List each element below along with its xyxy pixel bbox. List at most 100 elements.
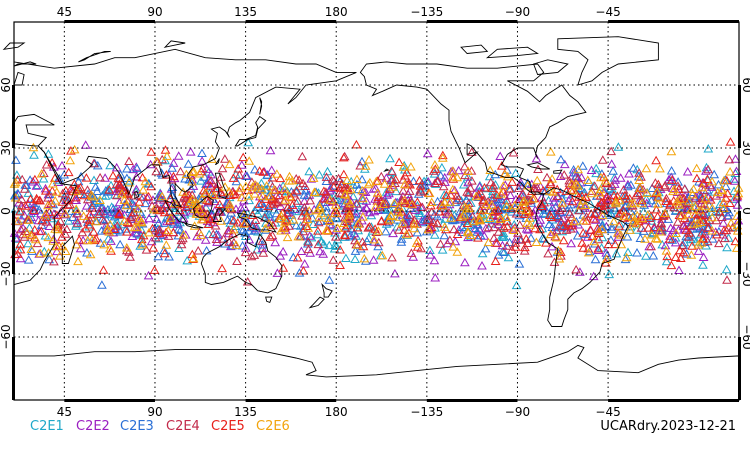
- occultation-marker: [552, 191, 562, 200]
- occultation-marker: [460, 257, 470, 267]
- occultation-marker: [519, 196, 530, 205]
- occultation-marker: [547, 222, 558, 231]
- occultation-marker: [653, 179, 664, 189]
- occultation-marker: [16, 214, 27, 223]
- occultation-marker: [320, 201, 331, 211]
- occultation-marker: [188, 199, 199, 208]
- occultation-marker: [361, 196, 372, 205]
- occultation-marker: [463, 177, 473, 187]
- occultation-marker: [155, 205, 165, 215]
- occultation-marker: [675, 253, 686, 262]
- occultation-marker: [87, 191, 98, 201]
- occultation-marker: [122, 217, 133, 227]
- occultation-marker: [291, 185, 302, 195]
- occultation-marker: [687, 189, 698, 199]
- occultation-marker: [254, 166, 265, 175]
- occultation-marker: [701, 166, 711, 175]
- occultation-marker: [703, 143, 714, 153]
- occultation-marker: [312, 205, 323, 215]
- occultation-marker: [302, 214, 313, 224]
- occultation-marker: [278, 263, 289, 272]
- occultation-marker: [426, 197, 437, 206]
- occultation-marker: [43, 247, 54, 257]
- coastline-severnaya: [163, 40, 186, 48]
- occultation-marker: [270, 185, 281, 195]
- occultation-marker: [631, 218, 642, 228]
- occultation-marker: [384, 184, 395, 193]
- occultation-marker: [313, 217, 324, 227]
- occultation-marker: [384, 217, 395, 227]
- occultation-marker: [676, 210, 687, 220]
- occultation-marker: [278, 223, 289, 233]
- occultation-marker: [182, 255, 193, 265]
- occultation-marker: [610, 239, 621, 249]
- occultation-marker: [483, 222, 494, 232]
- occultation-marker: [244, 156, 255, 165]
- occultation-marker: [661, 246, 672, 255]
- occultation-marker: [371, 176, 382, 186]
- occultation-marker: [125, 252, 135, 261]
- occultation-marker: [387, 182, 398, 191]
- occultation-marker: [264, 218, 275, 228]
- occultation-marker: [324, 216, 335, 226]
- occultation-marker: [231, 189, 241, 199]
- occultation-marker: [678, 247, 689, 257]
- occultation-marker: [597, 220, 607, 230]
- occultation-marker: [536, 199, 547, 208]
- occultation-marker: [114, 179, 125, 188]
- occultation-marker: [521, 234, 532, 243]
- occultation-marker: [393, 201, 404, 211]
- occultation-marker: [698, 252, 709, 261]
- occultation-marker: [40, 183, 51, 193]
- occultation-marker: [514, 259, 525, 268]
- occultation-marker: [690, 201, 701, 211]
- occultation-marker: [336, 195, 346, 205]
- y-tick-label-left: 0: [0, 207, 13, 215]
- occultation-marker: [439, 230, 450, 240]
- map-frame: [12, 20, 741, 402]
- occultation-marker: [634, 183, 645, 192]
- occultation-marker: [501, 212, 512, 221]
- occultation-marker: [243, 191, 254, 200]
- y-tick-label-left: 30: [0, 140, 13, 155]
- occultation-marker: [194, 204, 205, 214]
- occultation-marker: [696, 198, 707, 208]
- occultation-marker: [321, 225, 332, 234]
- occultation-marker: [40, 186, 51, 195]
- occultation-marker: [590, 254, 601, 264]
- occultation-marker: [407, 199, 418, 209]
- occultation-marker: [626, 198, 636, 208]
- occultation-marker: [235, 183, 246, 192]
- occultation-marker: [687, 241, 697, 250]
- occultation-marker: [369, 206, 380, 216]
- occultation-marker: [490, 256, 501, 265]
- occultation-marker: [20, 201, 31, 210]
- occultation-marker: [662, 251, 673, 261]
- occultation-marker: [730, 236, 741, 246]
- occultation-marker: [131, 184, 142, 194]
- occultation-marker: [102, 224, 113, 233]
- occultation-marker: [82, 185, 93, 194]
- occultation-marker: [409, 219, 420, 228]
- occultation-marker: [454, 193, 464, 203]
- occultation-marker: [481, 199, 491, 209]
- occultation-marker: [117, 189, 127, 198]
- occultation-marker: [643, 223, 654, 232]
- occultation-marker: [105, 243, 115, 253]
- occultation-marker: [468, 216, 479, 226]
- occultation-marker: [575, 267, 585, 276]
- coastline-hispaniola: [553, 169, 563, 174]
- occultation-marker: [284, 176, 295, 185]
- occultation-marker: [176, 239, 187, 249]
- occultation-marker: [684, 196, 694, 206]
- occultation-marker: [23, 255, 34, 264]
- occultation-marker: [340, 232, 350, 241]
- occultation-marker: [132, 163, 142, 173]
- frame-bar-bottom: [426, 399, 518, 402]
- occultation-marker: [346, 184, 356, 194]
- frame-bar-top: [245, 20, 337, 23]
- occultation-marker: [369, 234, 379, 244]
- occultation-marker: [508, 147, 519, 157]
- occultation-marker: [248, 221, 258, 230]
- occultation-marker: [702, 174, 713, 183]
